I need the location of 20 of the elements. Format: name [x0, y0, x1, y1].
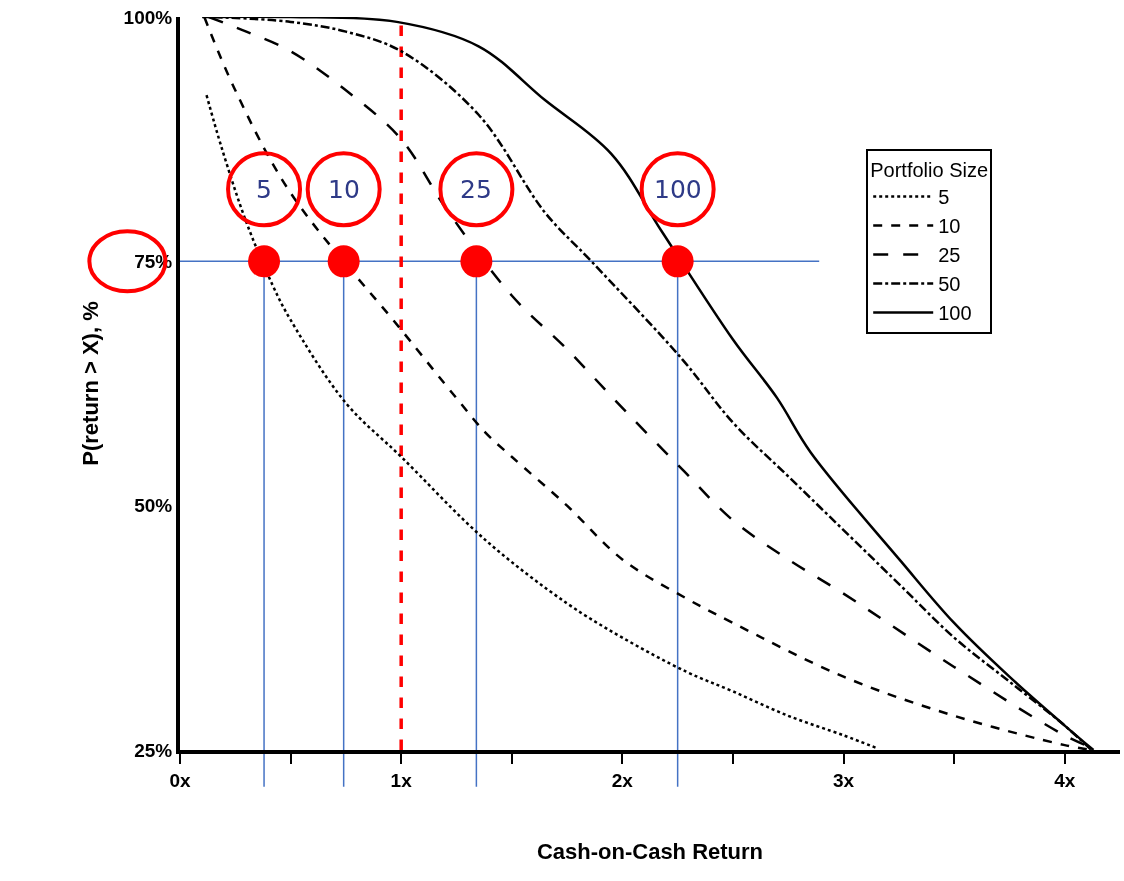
x-tick-label: 0x [169, 769, 191, 791]
x-tick-label: 3x [832, 769, 855, 791]
legend-label: 5 [938, 186, 950, 209]
x-axis-title: Cash-on-Cash Return [536, 839, 764, 865]
x-tick-label: 1x [390, 769, 413, 791]
y-tick-label: 25% [134, 739, 173, 761]
legend-label: 100 [938, 302, 972, 325]
legend-label: 10 [938, 215, 961, 238]
annotation: 25 [460, 175, 492, 204]
x-tick-label: 2x [611, 769, 634, 791]
y-axis-title: P(return > X), % [77, 301, 103, 466]
annotation: 100 [654, 175, 702, 204]
legend-label: 25 [938, 244, 961, 267]
x-tick-label: 4x [1054, 769, 1076, 791]
annotation: 10 [328, 175, 360, 204]
legend-label: 50 [938, 273, 961, 296]
y-tick-label: 100% [123, 6, 173, 28]
legend-title: Portfolio Size [870, 158, 989, 181]
y-tick-label: 50% [134, 495, 173, 517]
annotation: 5 [256, 175, 272, 204]
